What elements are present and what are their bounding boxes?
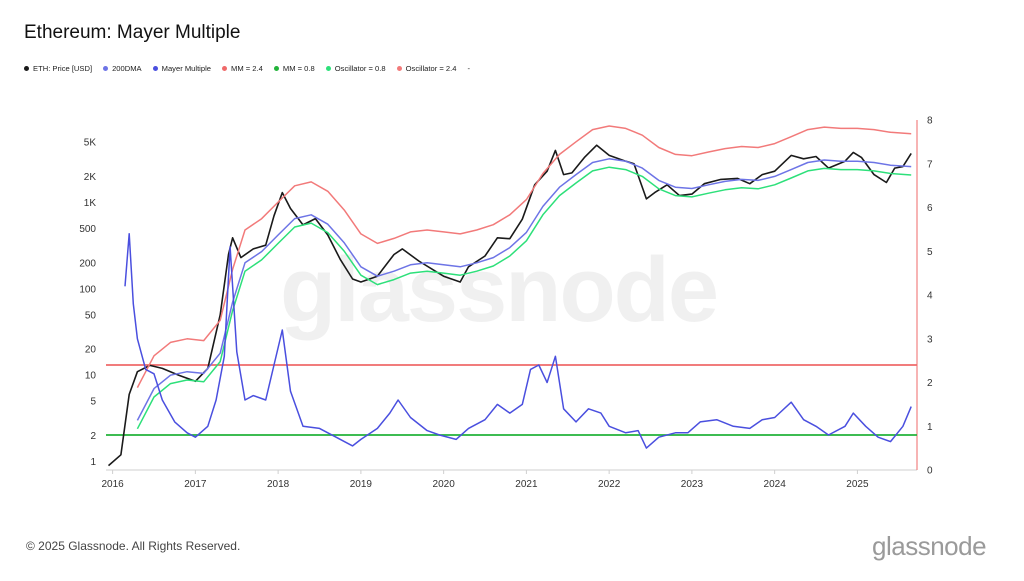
y-right-tick-label: 8 [927,116,933,127]
legend-item[interactable]: MM = 2.4 [222,64,263,73]
legend-label: Mayer Multiple [161,64,211,73]
y-right-tick-label: 0 [927,466,933,477]
legend-item[interactable]: - [467,64,470,73]
y-left-tick-label: 50 [85,310,97,321]
x-tick-label: 2022 [598,479,621,490]
y-left-tick-label: 1 [90,457,96,468]
y-left-tick-label: 500 [79,224,96,235]
x-tick-label: 2018 [267,479,290,490]
legend-dot-icon [325,66,331,71]
y-left-tick-label: 1K [84,198,97,209]
legend-label: ETH: Price [USD] [33,64,93,73]
series-line-200dma [136,158,912,421]
legend-item[interactable]: 200DMA [103,64,142,73]
x-tick-label: 2020 [433,479,456,490]
legend-item[interactable]: MM = 0.8 [273,64,315,73]
series-line-mayer-multiple [124,232,912,449]
series-line-eth-price-usd [107,144,912,467]
x-tick-label: 2025 [846,479,869,490]
series-line-oscillator-0-8 [136,166,912,430]
y-right-tick-label: 6 [927,203,933,214]
chart-legend: ETH: Price [USD] 200DMA Mayer Multiple MM =… [24,64,470,73]
legend-item[interactable]: Oscillator = 0.8 [325,64,386,73]
y-right-tick-label: 5 [927,247,933,258]
legend-dot-icon [396,66,402,71]
legend-item[interactable]: Mayer Multiple [152,64,211,73]
y-right-tick-label: 4 [927,291,933,302]
x-tick-label: 2021 [515,479,538,490]
chart-title: Ethereum: Mayer Multiple [24,22,241,43]
y-right-tick-label: 7 [927,159,933,170]
y-left-tick-label: 5 [90,397,96,408]
glassnode-logo: glassnode [872,531,987,561]
legend-label: - [467,64,470,73]
legend-dot-icon [222,66,227,71]
x-tick-label: 2024 [764,479,787,490]
y-left-tick-label: 5K [84,138,97,149]
y-left-tick-label: 200 [79,258,96,269]
legend-label: MM = 0.8 [282,64,315,73]
legend-item[interactable]: ETH: Price [USD] [24,64,92,73]
x-tick-label: 2023 [681,479,704,490]
y-left-tick-label: 2 [90,431,96,442]
legend-item[interactable]: Oscillator = 2.4 [396,64,457,73]
legend-dot-icon [24,66,29,71]
y-right-tick-label: 3 [927,334,933,345]
y-left-tick-label: 10 [85,371,97,382]
y-left-tick-label: 2K [84,172,97,183]
legend-label: Oscillator = 0.8 [334,64,386,73]
legend-label: MM = 2.4 [231,64,263,73]
legend-label: 200DMA [112,64,142,73]
y-right-tick-label: 2 [927,378,933,389]
x-tick-label: 2019 [350,479,373,490]
x-tick-label: 2017 [184,479,207,490]
legend-label: Oscillator = 2.4 [405,64,457,73]
legend-dot-icon [103,66,109,71]
y-left-tick-label: 100 [79,284,96,295]
y-right-tick-label: 1 [927,422,933,433]
y-left-tick-label: 20 [85,345,97,356]
legend-dot-icon [152,66,158,71]
copyright-text: © 2025 Glassnode. All Rights Reserved. [26,539,241,553]
legend-dot-icon [273,66,279,71]
x-tick-label: 2016 [101,479,124,490]
series-line-oscillator-2-4 [136,125,912,388]
